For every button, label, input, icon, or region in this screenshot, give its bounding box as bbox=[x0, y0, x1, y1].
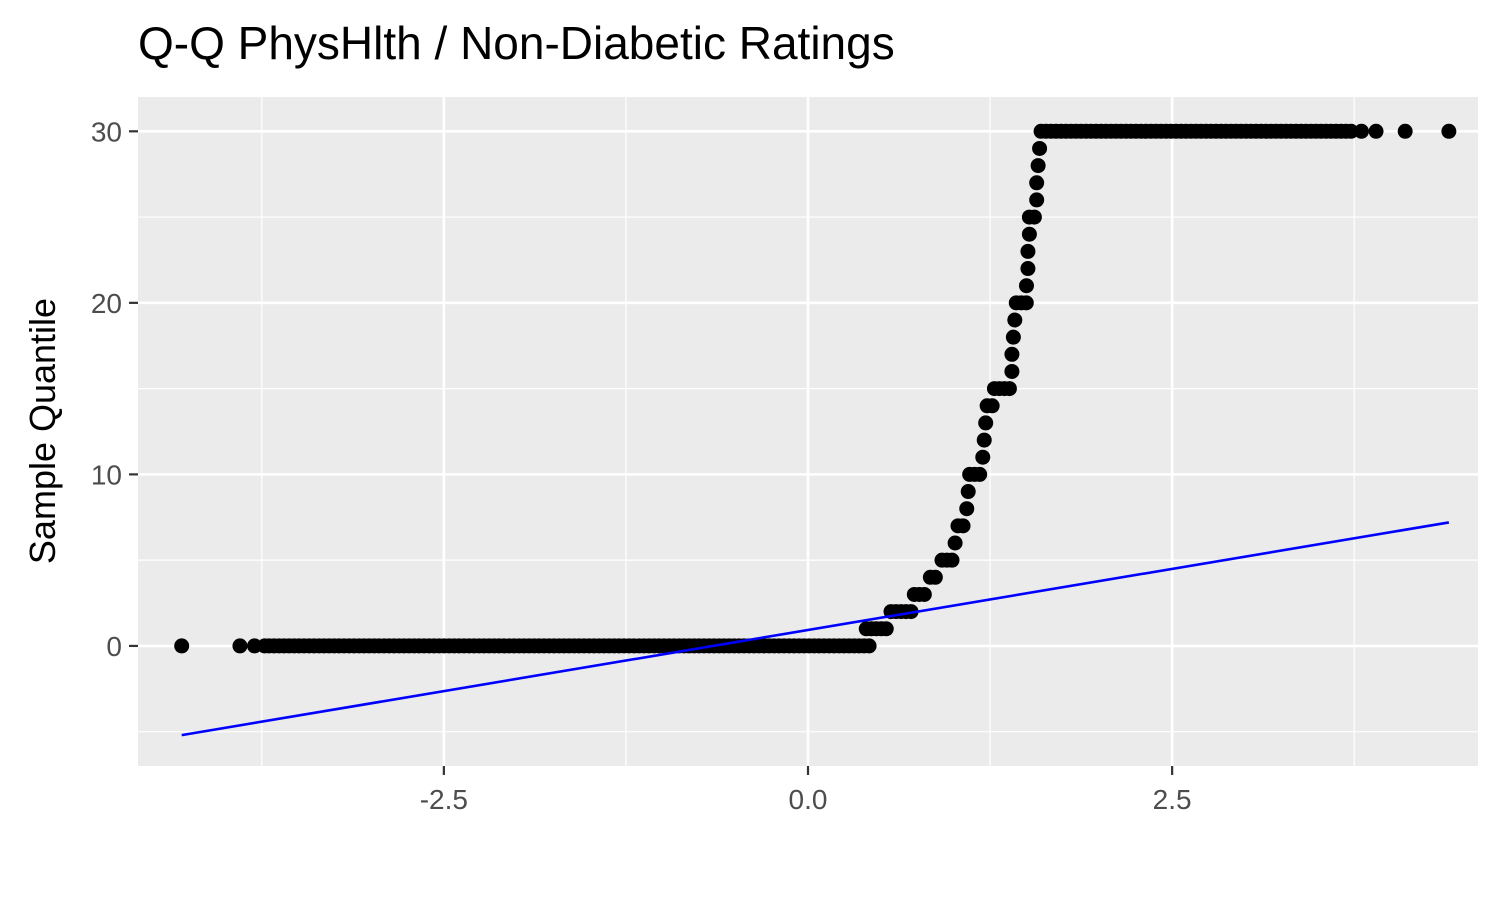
data-point bbox=[960, 484, 976, 500]
data-point bbox=[232, 638, 248, 654]
data-point bbox=[927, 569, 943, 585]
x-tick-label: 2.5 bbox=[1153, 784, 1192, 815]
data-point bbox=[1368, 123, 1384, 139]
x-axis: -2.5 0.0 2.5 bbox=[420, 766, 1192, 815]
y-tick-label: 10 bbox=[91, 459, 122, 490]
data-point bbox=[174, 638, 190, 654]
data-point bbox=[947, 535, 963, 551]
data-point bbox=[1441, 123, 1457, 139]
data-point bbox=[1018, 278, 1034, 294]
data-point bbox=[1007, 312, 1023, 328]
data-point bbox=[976, 432, 992, 448]
reference-line bbox=[181, 521, 1450, 737]
data-point bbox=[1032, 140, 1048, 156]
data-point bbox=[959, 501, 975, 517]
data-point bbox=[955, 518, 971, 534]
data-point bbox=[1353, 123, 1369, 139]
data-point bbox=[1343, 123, 1359, 139]
data-point bbox=[1029, 175, 1045, 191]
data-point bbox=[1397, 123, 1413, 139]
data-point bbox=[978, 415, 994, 431]
y-tick-label: 0 bbox=[106, 631, 122, 662]
data-point bbox=[1020, 243, 1036, 259]
data-point bbox=[1029, 192, 1045, 208]
data-point bbox=[1001, 381, 1017, 397]
data-point bbox=[1020, 261, 1036, 277]
data-point bbox=[1018, 295, 1034, 311]
data-point bbox=[975, 449, 991, 465]
y-axis-title: Sample Quantile bbox=[22, 298, 63, 564]
data-point bbox=[1026, 209, 1042, 225]
x-tick-label: 0.0 bbox=[789, 784, 828, 815]
y-tick-label: 20 bbox=[91, 288, 122, 319]
chart-title: Q-Q PhysHlth / Non-Diabetic Ratings bbox=[138, 17, 895, 69]
y-axis: 0 10 20 30 bbox=[91, 116, 138, 662]
data-point bbox=[878, 621, 894, 637]
data-point bbox=[861, 638, 877, 654]
data-point bbox=[916, 586, 932, 602]
data-point bbox=[1004, 346, 1020, 362]
data-point bbox=[972, 466, 988, 482]
data-point bbox=[1005, 329, 1021, 345]
y-tick-label: 30 bbox=[91, 116, 122, 147]
reference-line-group bbox=[181, 521, 1450, 737]
data-point bbox=[1004, 363, 1020, 379]
data-point bbox=[984, 398, 1000, 414]
data-point bbox=[1030, 158, 1046, 174]
data-point bbox=[1021, 226, 1037, 242]
x-tick-label: -2.5 bbox=[420, 784, 468, 815]
data-point bbox=[944, 552, 960, 568]
